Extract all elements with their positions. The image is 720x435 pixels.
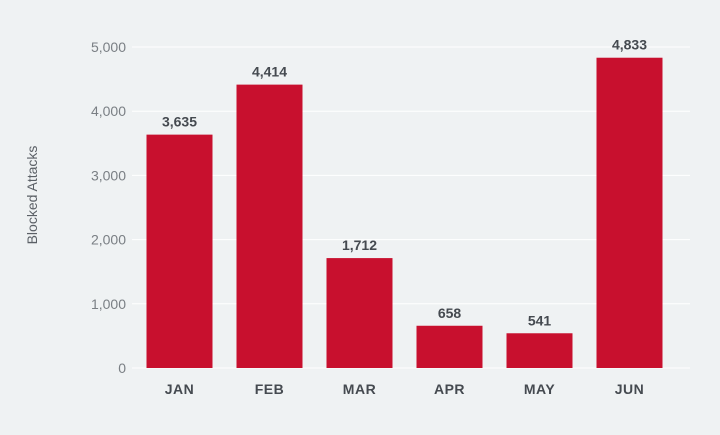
x-category-label: MAY (524, 381, 555, 397)
y-tick-label: 0 (118, 360, 126, 376)
data-label: 4,414 (252, 64, 287, 80)
x-axis-categories: JAN FEB MAR APR MAY JUN (165, 381, 645, 397)
y-tick-label: 3,000 (91, 167, 126, 183)
bars (146, 57, 663, 368)
data-label: 4,833 (612, 37, 647, 53)
y-tick-label: 2,000 (91, 232, 126, 248)
data-label: 3,635 (162, 114, 197, 130)
data-labels: 3,635 4,414 1,712 658 541 4,833 (162, 37, 647, 329)
x-category-label: APR (434, 381, 465, 397)
bar-jan (146, 134, 213, 368)
data-label: 658 (438, 305, 462, 321)
y-tick-label: 4,000 (91, 103, 126, 119)
y-tick-label: 1,000 (91, 296, 126, 312)
bar-apr (416, 325, 483, 368)
bar-may (506, 333, 573, 368)
x-category-label: JAN (165, 381, 195, 397)
y-axis-title: Blocked Attacks (24, 146, 40, 245)
x-category-label: JUN (615, 381, 645, 397)
y-tick-label: 5,000 (91, 39, 126, 55)
data-label: 541 (528, 312, 552, 328)
bar-feb (236, 84, 303, 368)
x-category-label: FEB (255, 381, 285, 397)
data-label: 1,712 (342, 237, 377, 253)
y-axis-ticks: 0 1,000 2,000 3,000 4,000 5,000 (91, 39, 126, 376)
bar-mar (326, 258, 393, 368)
x-category-label: MAR (343, 381, 376, 397)
bar-jun (596, 57, 663, 368)
